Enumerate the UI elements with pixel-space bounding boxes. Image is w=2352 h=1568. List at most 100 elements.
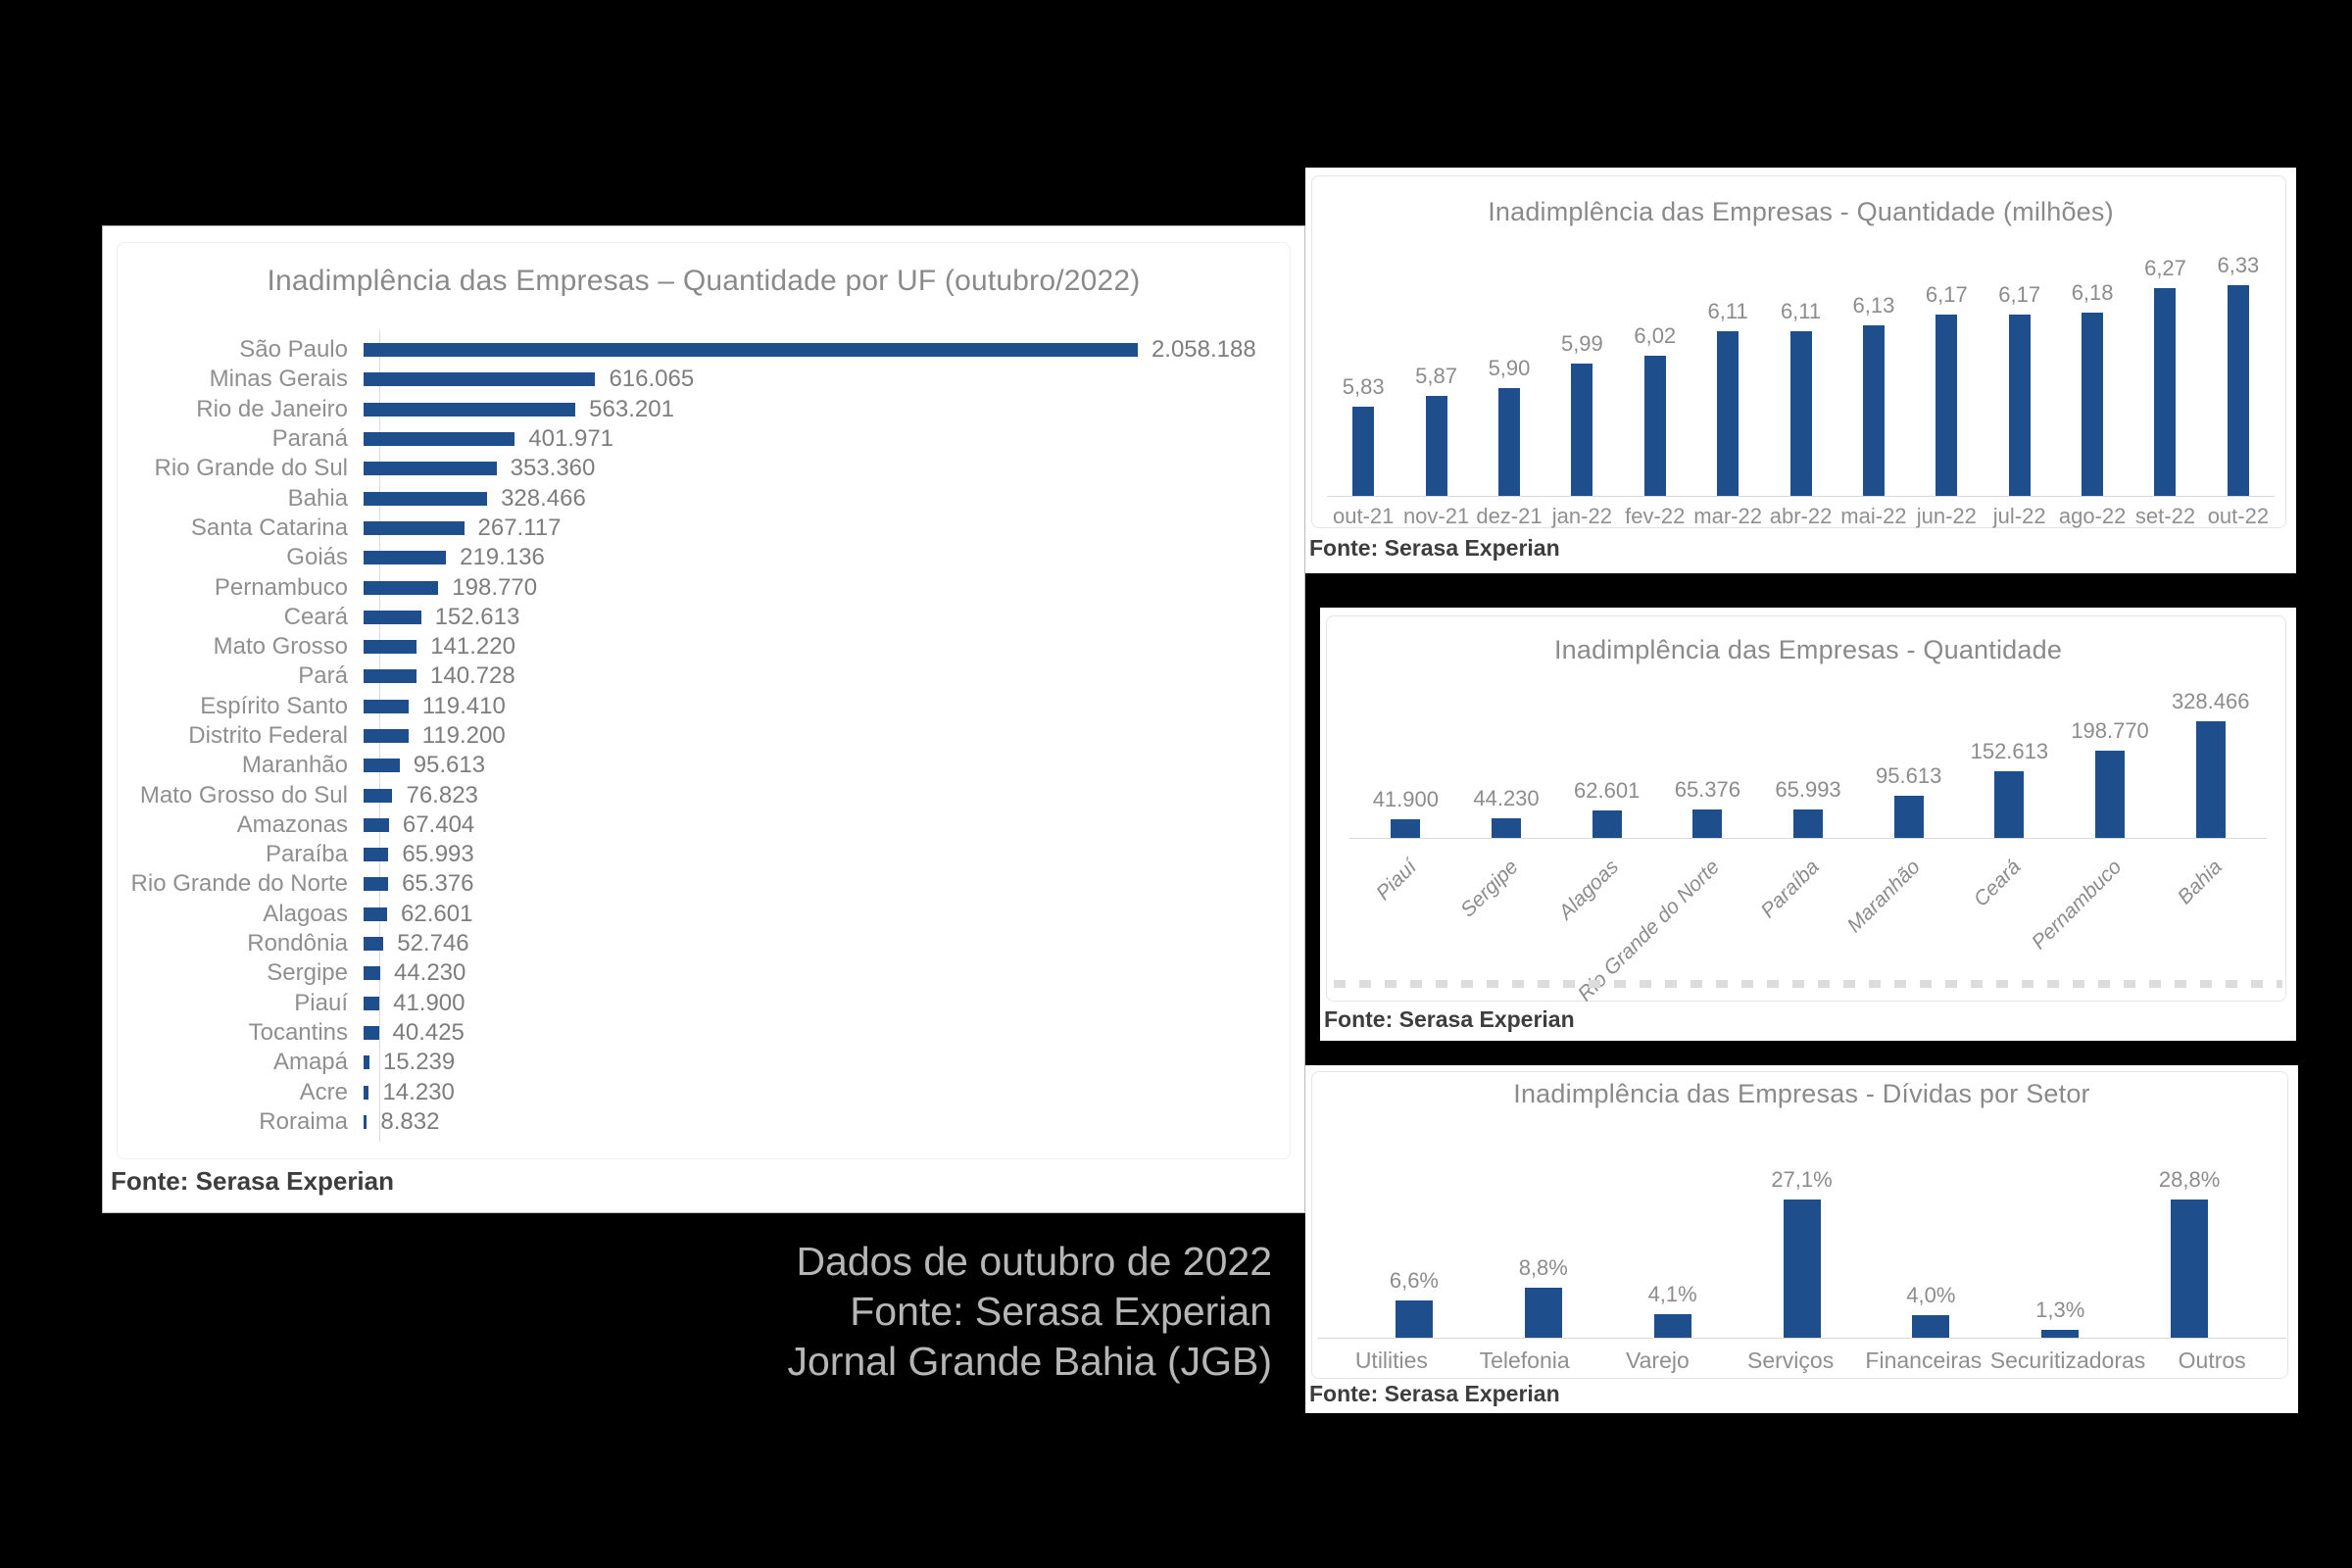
bar	[364, 669, 416, 684]
bar-column: 4,1%	[1608, 1167, 1738, 1338]
bar	[2082, 312, 2104, 496]
bar-column: 6,6%	[1349, 1167, 1479, 1338]
bar-value-label: 8.832	[380, 1107, 440, 1135]
bar-zone: 62.601	[364, 901, 1289, 928]
category-label: Goiás	[286, 544, 348, 571]
caption-block: Dados de outubro de 2022 Fonte: Serasa E…	[787, 1237, 1272, 1387]
bar-value-label: 353.360	[510, 455, 596, 482]
bar-zone: 15.239	[364, 1049, 1289, 1076]
bar-column: 6,02	[1619, 253, 1691, 496]
bar-value-label: 5,87	[1415, 364, 1457, 389]
bar	[1994, 770, 2025, 838]
bar-rows: São Paulo 2.058.188 Minas Gerais 616.065 Rio…	[119, 335, 1289, 1137]
category-label: Minas Gerais	[209, 366, 348, 393]
bar-column: 5,99	[1545, 253, 1618, 496]
bar-value-label: 27,1%	[1771, 1167, 1833, 1192]
bar	[1524, 1287, 1562, 1338]
bar	[364, 1055, 369, 1070]
category-label: Financeiras	[1865, 1348, 1983, 1373]
bar	[1571, 363, 1593, 496]
bar-value-label: 65.993	[1775, 776, 1841, 802]
bar-value-label: 15.239	[382, 1049, 456, 1076]
bar-column: 65.376	[1657, 689, 1758, 838]
category-label: Paraná	[271, 425, 348, 453]
bar	[2041, 1330, 2080, 1338]
source-label: Fonte: Serasa Experian	[1309, 1381, 1560, 1406]
category-label: Santa Catarina	[190, 514, 348, 541]
bar-value-label: 5,83	[1342, 374, 1385, 400]
bar-value-label: 65.376	[1674, 776, 1740, 802]
category-label: Utilities	[1354, 1348, 1428, 1373]
category-label: ago-22	[2058, 504, 2127, 528]
bar-value-label: 1,3%	[2035, 1298, 2085, 1323]
caption-line-source: Fonte: Serasa Experian	[850, 1289, 1272, 1334]
bar-value-label: 2.058.188	[1151, 336, 1256, 364]
bar-zone: 76.823	[364, 782, 1289, 809]
bar-value-label: 401.971	[528, 425, 614, 453]
bar-column: 5,87	[1399, 253, 1472, 496]
bar-zone: 152.613	[364, 604, 1289, 631]
bar-value-label: 328.466	[501, 484, 586, 512]
bar-row: Goiás 219.136	[119, 543, 1289, 572]
bar-value-label: 119.410	[421, 692, 506, 719]
caption-line-publisher: Jornal Grande Bahia (JGB)	[787, 1339, 1272, 1384]
bar-value-label: 4,1%	[1647, 1282, 1697, 1307]
bar	[364, 343, 1138, 358]
chart-title-monthly: Inadimplência das Empresas - Quantidade …	[1488, 197, 2114, 226]
bar	[1425, 396, 1447, 496]
category-label: Rio Grande do Sul	[154, 455, 348, 482]
bar-value-label: 6,6%	[1389, 1267, 1439, 1293]
bar-value-label: 198.770	[452, 573, 538, 601]
bar-row: Maranhão 95.613	[119, 751, 1289, 780]
bar-zone: 65.993	[364, 841, 1289, 868]
bar-column: 1,3%	[1995, 1167, 2125, 1338]
bar-value-label: 6,17	[1998, 282, 2041, 308]
bar-row: Sergipe 44.230	[119, 958, 1289, 988]
bar-value-label: 95.613	[413, 752, 486, 779]
x-axis-line	[1327, 496, 2275, 497]
bar-value-label: 563.201	[589, 395, 674, 422]
category-label: Bahia	[2173, 856, 2227, 909]
category-label: Alagoas	[1554, 856, 1623, 924]
category-label: Paraíba	[265, 841, 348, 868]
bar-column: 6,17	[1910, 253, 1983, 496]
bar	[364, 372, 596, 387]
bar-value-label: 44.230	[393, 959, 466, 987]
bar	[364, 520, 465, 535]
category-label: abr-22	[1769, 504, 1833, 528]
bar-row: Paraná 401.971	[119, 424, 1289, 454]
category-label: Mato Grosso	[213, 633, 348, 661]
category-label: dez-21	[1476, 504, 1543, 528]
chart-title-sector: Inadimplência das Empresas - Dívidas por…	[1513, 1079, 2090, 1108]
bar-column: 4,0%	[1866, 1167, 1995, 1338]
bar-zone: 141.220	[364, 633, 1289, 661]
bar-value-label: 95.613	[1876, 763, 1942, 789]
category-label: Pará	[298, 662, 348, 690]
bar	[1643, 355, 1666, 496]
category-label: Rio Grande do Norte	[130, 870, 348, 898]
bar	[364, 906, 388, 921]
bar	[2195, 721, 2226, 838]
bar	[364, 966, 380, 981]
category-label: São Paulo	[239, 336, 348, 364]
bar-column: 5,83	[1327, 253, 1399, 496]
bar	[364, 491, 488, 506]
category-label: nov-21	[1402, 504, 1470, 528]
bar-value-label: 44.230	[1473, 786, 1540, 811]
bar-row: Roraima 8.832	[119, 1107, 1289, 1137]
bar-value-label: 5,90	[1488, 355, 1531, 380]
x-axis-labels: Utilities Telefonia Varejo Serviços Financei…	[1325, 1348, 2278, 1374]
bar-value-label: 6,13	[1852, 293, 1895, 318]
chart-panel-states: Inadimplência das Empresas - Quantidade …	[1320, 608, 2296, 1041]
bar-row: São Paulo 2.058.188	[119, 335, 1289, 365]
bar	[1912, 1314, 1950, 1338]
bar-column: 6,13	[1838, 253, 1910, 496]
bar	[2095, 751, 2126, 838]
bar-row: Rondônia 52.746	[119, 929, 1289, 958]
bar-column: 65.993	[1758, 689, 1859, 838]
bar-zone: 119.200	[364, 722, 1289, 750]
category-label: Rondônia	[247, 930, 348, 957]
bar	[1789, 330, 1812, 496]
bar-value-label: 328.466	[2171, 689, 2250, 713]
bar-column: 27,1%	[1738, 1167, 1867, 1338]
